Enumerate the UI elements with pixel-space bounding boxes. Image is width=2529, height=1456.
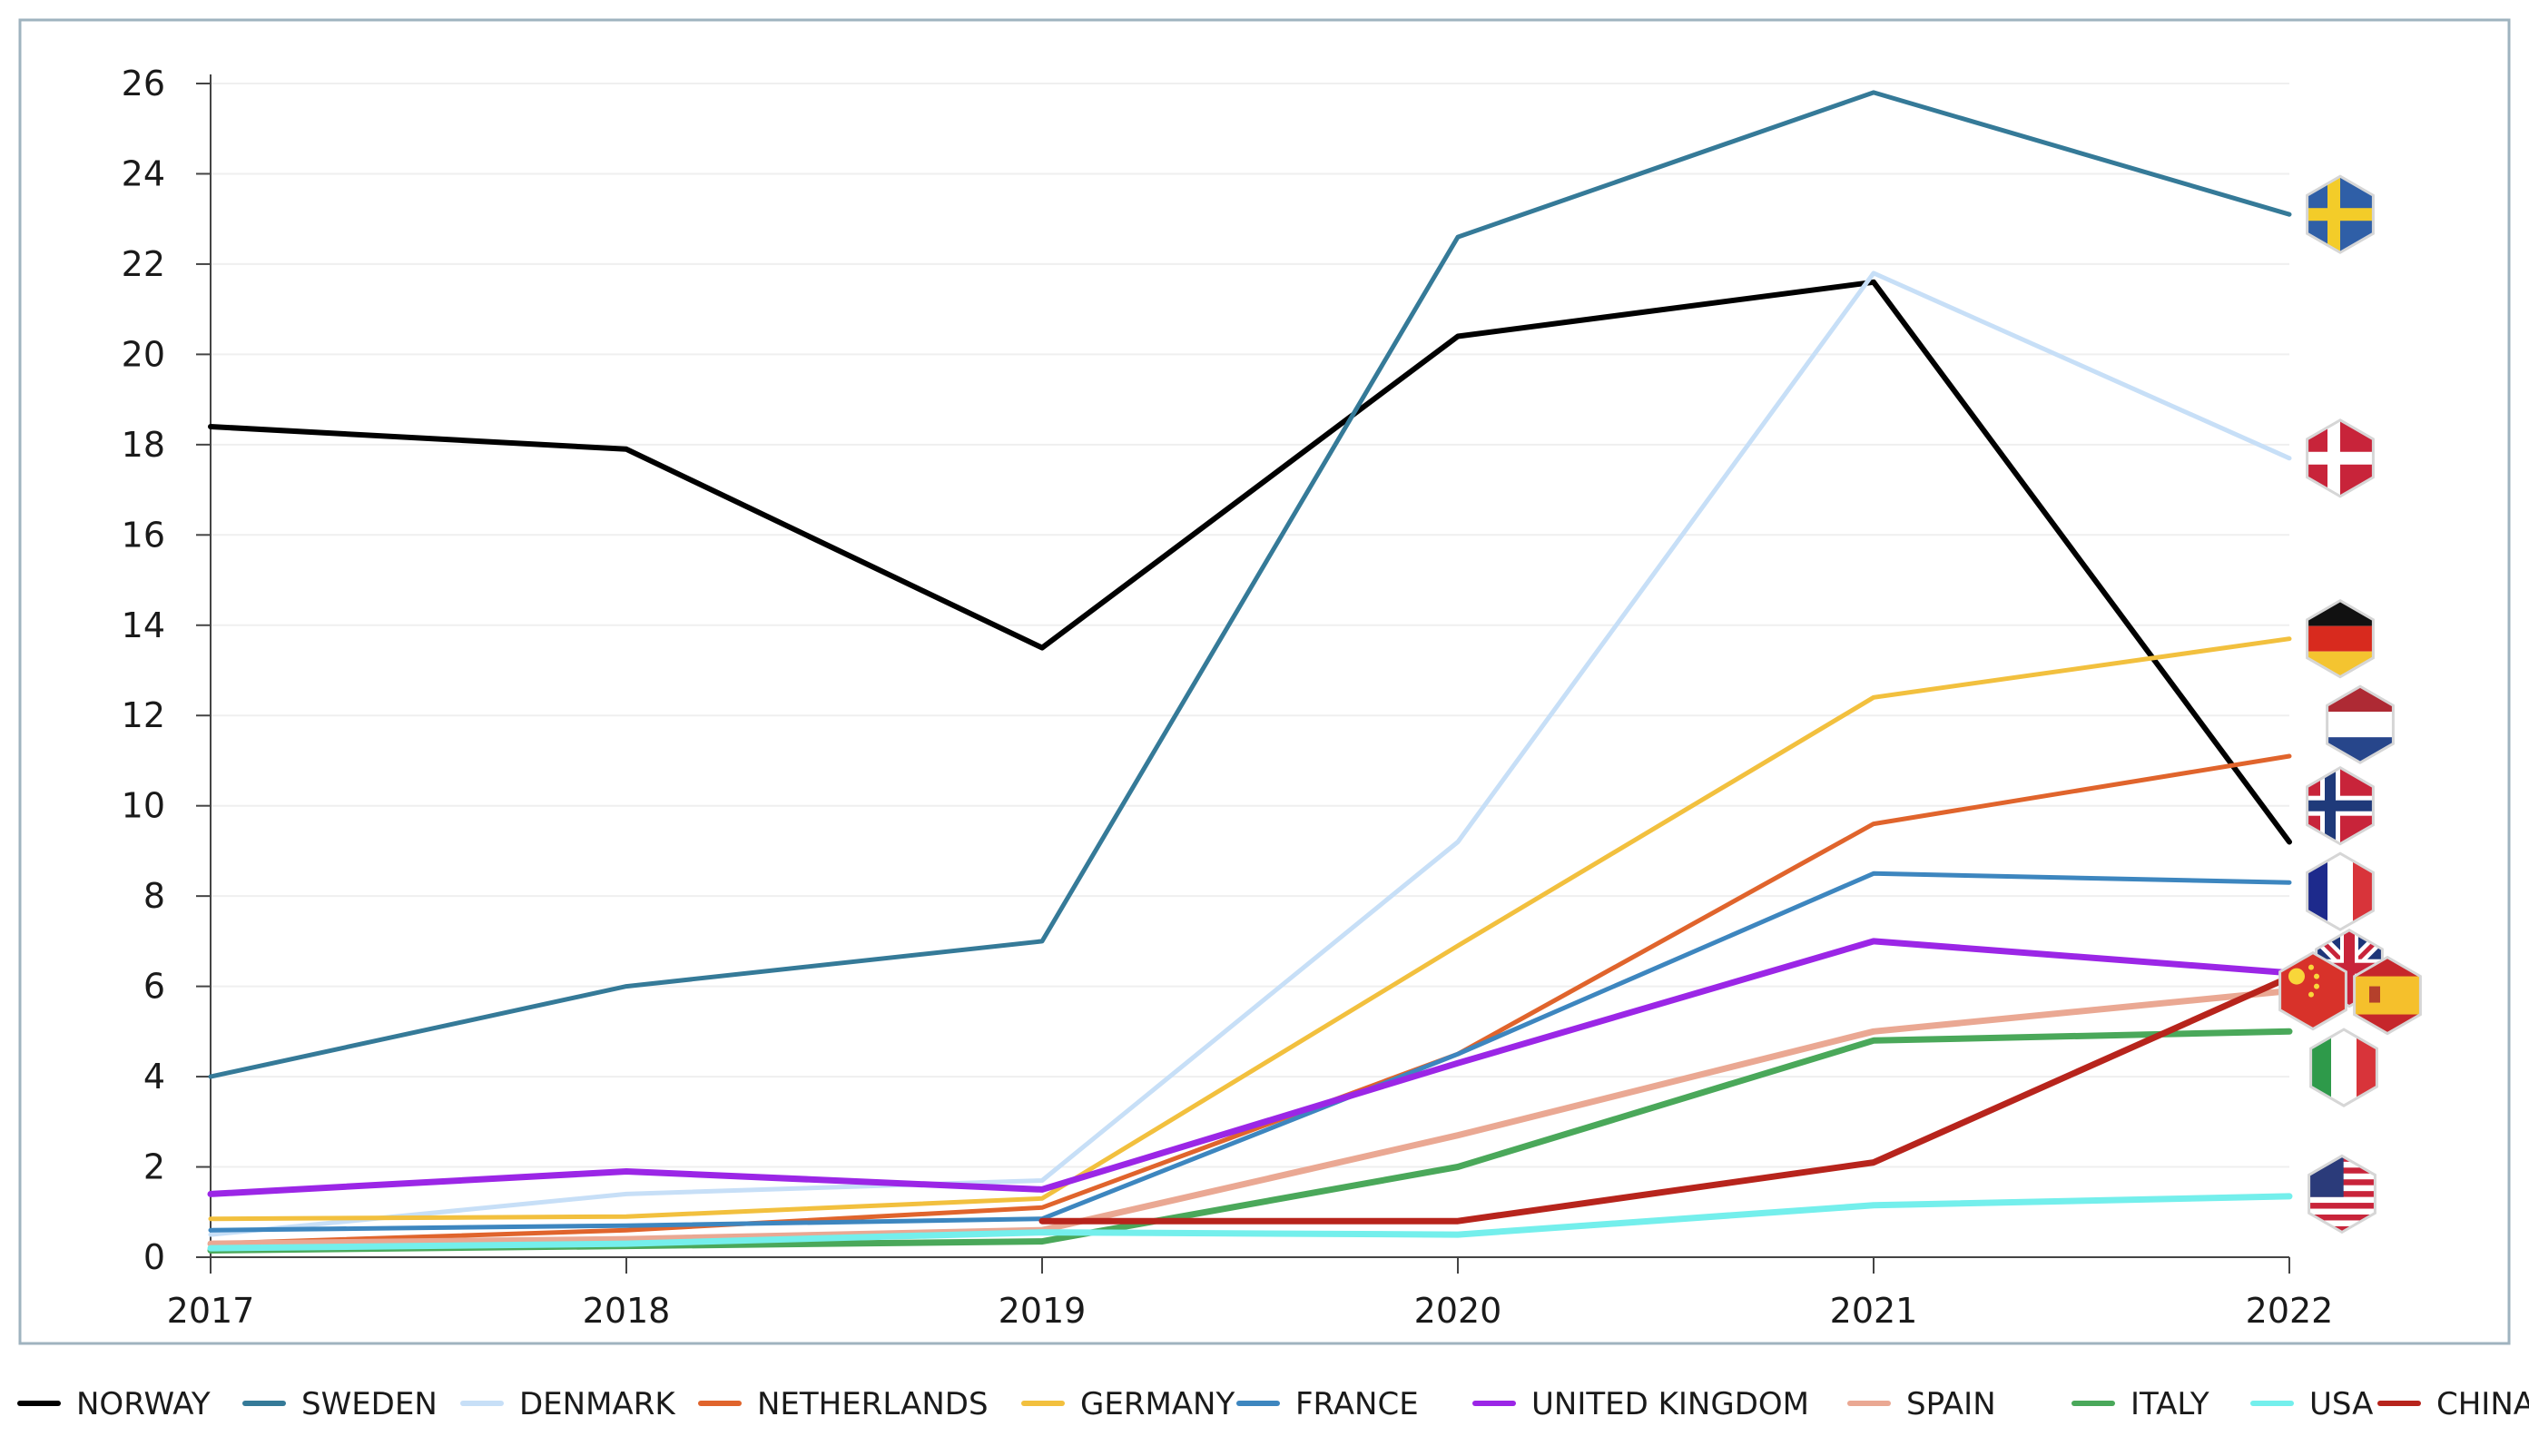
y-tick-label: 12 <box>122 695 165 735</box>
legend-label-denmark: DENMARK <box>519 1386 676 1422</box>
denmark-flag-icon <box>2306 418 2375 498</box>
grid-lines <box>211 83 2289 1168</box>
norway-flag-icon <box>2306 765 2375 846</box>
plot-frame <box>18 18 2511 1345</box>
spain-flag-icon <box>2353 955 2422 1036</box>
legend-label-norway: NORWAY <box>76 1386 211 1422</box>
y-tick-label: 8 <box>143 876 165 916</box>
china-flag-icon <box>2278 950 2347 1031</box>
y-tick-label: 4 <box>143 1057 165 1097</box>
y-tick-label: 26 <box>122 64 165 103</box>
y-tick-label: 18 <box>122 425 165 465</box>
legend-label-spain: SPAIN <box>1906 1386 1996 1422</box>
series-line-netherlands <box>208 753 2292 1246</box>
x-tick-label: 2021 <box>1830 1291 1918 1331</box>
x-tick-label: 2022 <box>2246 1291 2334 1331</box>
series-line-germany <box>208 636 2292 1222</box>
x-tick-label: 2019 <box>999 1291 1087 1331</box>
x-tick-label: 2020 <box>1414 1291 1502 1331</box>
series-lines <box>207 90 2293 1254</box>
series-line-spain <box>207 988 2293 1247</box>
flag-icons <box>2278 174 2422 1235</box>
series-line-united-kingdom <box>207 938 2293 1197</box>
y-tick-label: 20 <box>122 334 165 374</box>
legend-label-netherlands: NETHERLANDS <box>757 1386 989 1422</box>
series-line-usa <box>207 1193 2293 1252</box>
france-flag-icon <box>2306 851 2375 931</box>
series-line-sweden <box>208 90 2292 1079</box>
legend-label-united-kingdom: UNITED KINGDOM <box>1531 1386 1809 1422</box>
legend: NORWAY SWEDEN DENMARK NETHERLANDS GERMANY FRA… <box>17 1386 2529 1422</box>
usa-flag-icon <box>2308 1154 2376 1235</box>
y-tick-label: 22 <box>122 244 165 284</box>
series-line-denmark <box>208 271 2292 1237</box>
legend-label-italy: ITALY <box>2130 1386 2209 1422</box>
y-tick-label: 0 <box>143 1237 165 1277</box>
y-tick-label: 10 <box>122 786 165 826</box>
legend-label-france: FRANCE <box>1295 1386 1419 1422</box>
series-line-china <box>1038 974 2293 1225</box>
series-line-france <box>208 871 2292 1233</box>
y-tick-label: 6 <box>143 967 165 1007</box>
sweden-flag-icon <box>2306 174 2375 254</box>
x-tick-label: 2017 <box>167 1291 255 1331</box>
y-tick-label: 14 <box>122 605 165 645</box>
x-tick-label: 2018 <box>583 1291 671 1331</box>
legend-label-germany: GERMANY <box>1080 1386 1235 1422</box>
legend-label-china: CHINA <box>2436 1386 2529 1422</box>
y-tick-label: 2 <box>143 1147 165 1187</box>
legend-label-usa: USA <box>2309 1386 2373 1422</box>
legend-label-sweden: SWEDEN <box>301 1386 438 1422</box>
y-tick-label: 16 <box>122 515 165 555</box>
y-tick-label: 24 <box>122 153 165 193</box>
series-line-norway <box>208 279 2292 845</box>
italy-flag-icon <box>2309 1028 2378 1107</box>
